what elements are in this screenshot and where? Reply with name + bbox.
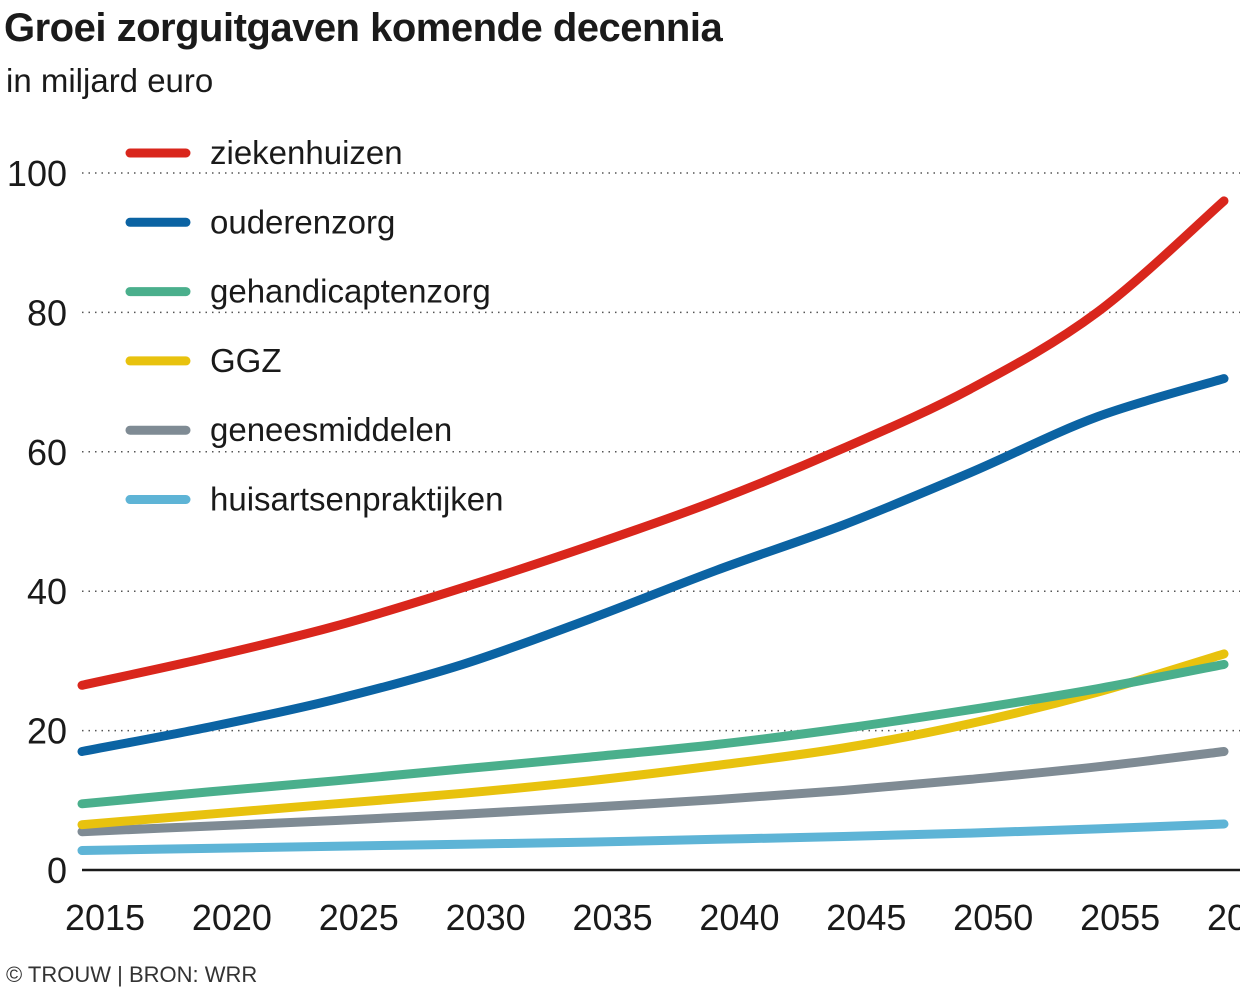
series-line-ziekenhuizen	[77, 196, 1229, 690]
legend-label: gehandicaptenzorg	[210, 273, 491, 310]
x-tick-label: 2050	[953, 897, 1033, 938]
series-line-huisartsenpraktijken	[77, 819, 1229, 855]
x-tick-label: 2030	[446, 897, 526, 938]
y-tick-label: 80	[27, 292, 67, 333]
legend-label: huisartsenpraktijken	[210, 481, 504, 518]
y-tick-label: 40	[27, 571, 67, 612]
y-tick-label: 60	[27, 432, 67, 473]
x-tick-label: 2035	[573, 897, 653, 938]
series-line-geneesmiddelen	[77, 747, 1229, 837]
legend-label: geneesmiddelen	[210, 411, 452, 448]
chart-subtitle: in miljard euro	[6, 62, 214, 99]
legend-label: ouderenzorg	[210, 203, 395, 240]
x-tick-label: 2045	[826, 897, 906, 938]
legend-label: ziekenhuizen	[210, 134, 403, 171]
x-tick-label: 2040	[699, 897, 779, 938]
x-tick-label: 2055	[1080, 897, 1160, 938]
x-tick-label: 2060	[1207, 897, 1240, 938]
chart-title: Groei zorguitgaven komende decennia	[4, 6, 723, 50]
x-tick-label: 2025	[319, 897, 399, 938]
source-credit: © TROUW | BRON: WRR	[6, 962, 258, 987]
x-tick-label: 2020	[192, 897, 272, 938]
y-tick-label: 20	[27, 711, 67, 752]
y-tick-label: 0	[47, 850, 67, 891]
series-line-ouderenzorg	[77, 374, 1229, 756]
series-line-gehandicaptenzorg	[77, 659, 1229, 809]
y-tick-label: 100	[7, 153, 67, 194]
series-line-ggz	[77, 649, 1229, 830]
legend-label: GGZ	[210, 342, 282, 379]
x-tick-label: 2015	[65, 897, 145, 938]
